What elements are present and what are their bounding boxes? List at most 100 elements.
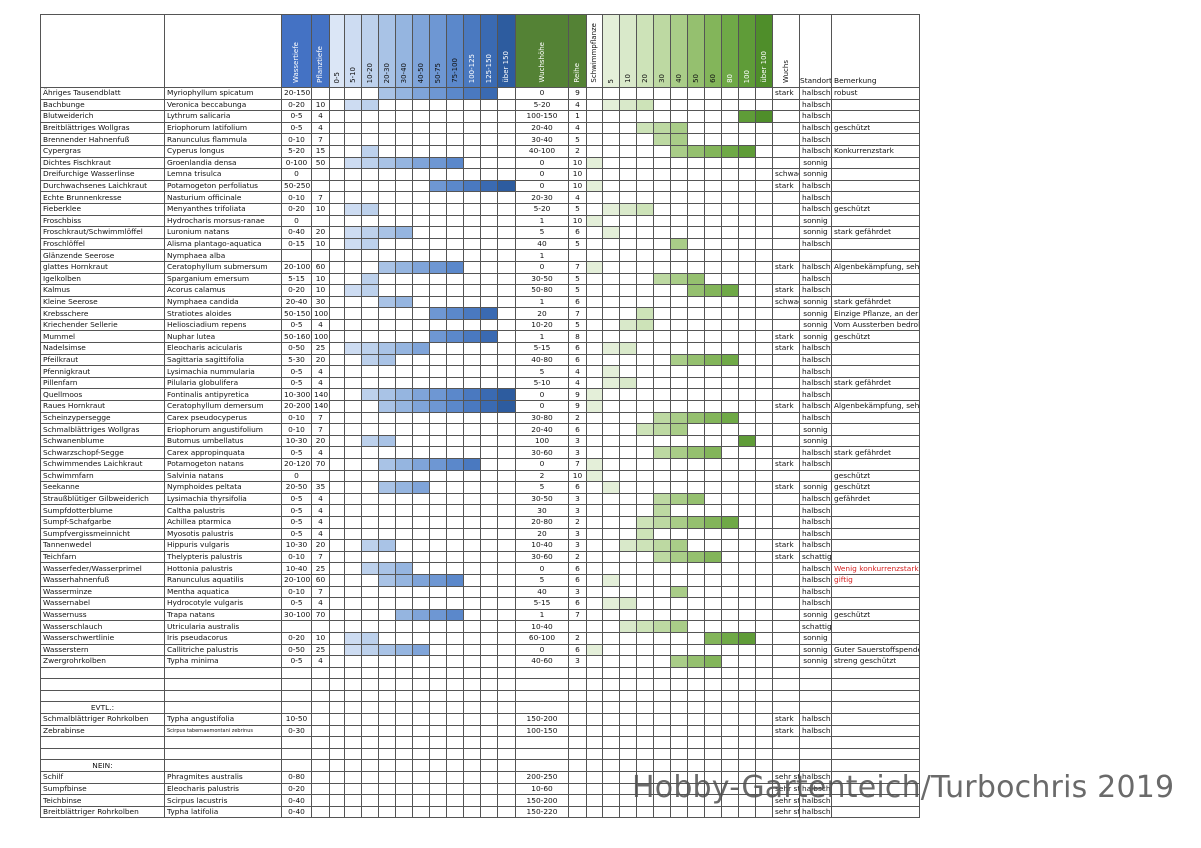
- row-number: 6: [568, 643, 587, 657]
- plant-depth: 7: [311, 550, 330, 564]
- plant-depth: [311, 782, 330, 796]
- height-cell: [721, 272, 739, 286]
- depth-cell: [344, 608, 362, 622]
- depth-cell: [395, 794, 413, 807]
- depth-cell: [463, 110, 481, 123]
- table-row: Brennender Hahnenfuß Ranunculus flammula 0…: [40, 133, 1171, 146]
- depth-cell: [480, 121, 498, 135]
- height-cell: [704, 527, 722, 541]
- height-cell: [636, 342, 654, 355]
- depth-cell: [429, 272, 447, 286]
- growth-vigor: [772, 620, 800, 633]
- water-depth: 0-50: [281, 643, 312, 657]
- table-row: Krebsschere Stratiotes aloides 50-150 100 20…: [40, 307, 1171, 320]
- depth-cell: [329, 782, 345, 796]
- height-cell: [687, 678, 705, 691]
- depth-cell: [463, 701, 481, 715]
- height-cell: [704, 608, 722, 622]
- growth-vigor: [772, 226, 800, 239]
- depth-cell: [361, 736, 379, 749]
- plant-latin: Heliosciadium repens: [164, 318, 282, 332]
- depth-cell: [497, 771, 516, 784]
- height-cell: [653, 747, 671, 761]
- row-number: 8: [568, 330, 587, 344]
- plant-depth: 4: [311, 110, 330, 123]
- depth-cell: [329, 191, 345, 204]
- depth-cell: [497, 400, 516, 413]
- growth-height: 30: [515, 504, 569, 517]
- depth-cell: [497, 168, 516, 181]
- water-depth: [281, 701, 312, 715]
- table-row: Ähriges Tausendblatt Myriophyllum spicatu…: [40, 87, 1171, 100]
- water-depth: 10-300: [281, 388, 312, 402]
- plant-depth: 20: [311, 539, 330, 552]
- location: halbschattig-sonnig: [799, 504, 832, 517]
- location: sonnig: [799, 655, 832, 668]
- remark: [831, 156, 920, 170]
- height-cell: [602, 504, 620, 517]
- height-cell: [636, 550, 654, 564]
- plant-name: Schwarzschopf-Segge: [40, 446, 165, 459]
- row-number: 5: [568, 133, 587, 146]
- depth-cell: [446, 469, 464, 483]
- floating-cell: [586, 805, 603, 819]
- growth-vigor: [772, 272, 800, 286]
- depth-cell: [395, 458, 413, 471]
- height-cell: [687, 446, 705, 459]
- depth-cell: [329, 573, 345, 587]
- height-cell: [704, 562, 722, 575]
- depth-cell: [344, 237, 362, 251]
- floating-cell: [586, 539, 603, 552]
- depth-cell: [329, 202, 345, 216]
- plant-depth: [311, 168, 330, 181]
- depth-cell: [480, 481, 498, 494]
- growth-height: 5-20: [515, 202, 569, 216]
- remark: Algenbekämpfung, sehr guter Sauerstoffsp…: [831, 400, 920, 413]
- plant-latin: Scirpus lacustris: [164, 794, 282, 807]
- depth-cell: [395, 608, 413, 622]
- header-height-5: 50: [687, 14, 705, 88]
- depth-cell: [329, 701, 345, 715]
- depth-cell: [497, 515, 516, 529]
- depth-cell: [429, 434, 447, 448]
- depth-cell: [480, 794, 498, 807]
- plant-depth: 4: [311, 376, 330, 390]
- height-cell: [721, 562, 739, 575]
- row-number: 2: [568, 515, 587, 529]
- height-cell: [619, 400, 637, 413]
- remark: [831, 736, 920, 749]
- depth-cell: [497, 110, 516, 123]
- depth-cell: [497, 492, 516, 506]
- height-cell: [704, 249, 722, 262]
- depth-cell: [344, 98, 362, 112]
- table-row: Straußblütiger Gilbweiderich Lysimachia t…: [40, 492, 1171, 506]
- header-depth-7: 75-100: [446, 14, 464, 88]
- location: schattig-halbschattig: [799, 550, 832, 564]
- height-cell: [602, 759, 620, 773]
- height-cell: [653, 423, 671, 436]
- height-cell: [687, 469, 705, 483]
- growth-height: 1: [515, 608, 569, 622]
- depth-cell: [429, 759, 447, 773]
- header-depth-3: 20-30: [378, 14, 396, 88]
- table-row: [40, 678, 1171, 691]
- depth-cell: [429, 214, 447, 228]
- height-cell: [687, 353, 705, 367]
- row-number: 10: [568, 156, 587, 170]
- depth-cell: [480, 365, 498, 378]
- height-cell: [704, 585, 722, 599]
- plant-name: Fieberklee: [40, 202, 165, 216]
- height-cell: [704, 504, 722, 517]
- height-cell: [653, 643, 671, 657]
- height-cell: [602, 539, 620, 552]
- row-number: 5: [568, 318, 587, 332]
- height-cell: [704, 318, 722, 332]
- height-cell: [602, 226, 620, 239]
- growth-vigor: stark: [772, 550, 800, 564]
- height-cell: [636, 585, 654, 599]
- water-depth: 20-200: [281, 400, 312, 413]
- growth-height: 150-220: [515, 805, 569, 819]
- growth-vigor: stark: [772, 342, 800, 355]
- remark: [831, 272, 920, 286]
- row-number: 6: [568, 481, 587, 494]
